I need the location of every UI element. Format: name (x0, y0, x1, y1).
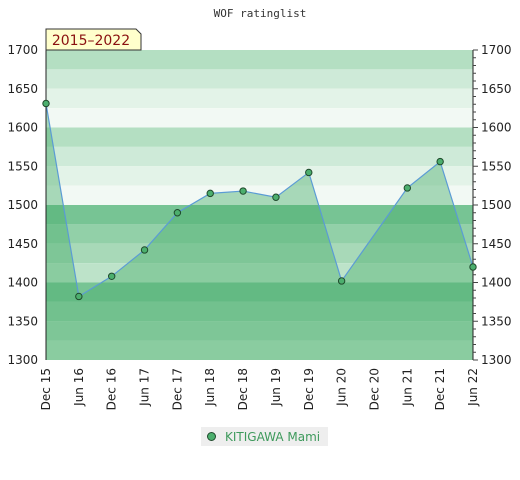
period-badge-box (45, 28, 142, 51)
background-band (46, 166, 473, 186)
x-tick-label: Jun 20 (335, 368, 349, 407)
background-bands (46, 50, 473, 360)
x-tick-label: Jun 21 (400, 368, 414, 407)
data-point (469, 263, 477, 271)
background-band (46, 69, 473, 89)
period-badge: 2015–2022 (45, 28, 142, 51)
y-tick-label-right: 1450 (481, 237, 512, 251)
data-point (272, 193, 280, 201)
y-axis-left-labels: 1300 1350 1400 1450 1500 1550 1600 1650 1700 (7, 43, 38, 367)
data-points (42, 99, 477, 301)
y-axis-right-labels: 1300 1350 1400 1450 1500 1550 1600 1650 1700 (481, 43, 512, 367)
y-tick-label-left: 1700 (7, 43, 38, 57)
period-badge-label: 2015–2022 (52, 33, 130, 49)
background-band (46, 321, 473, 341)
background-band (46, 243, 473, 264)
x-tick-label: Jun 22 (466, 368, 480, 407)
x-tick-label: Jun 18 (203, 368, 217, 407)
y-tick-label-right: 1350 (481, 314, 512, 328)
x-tick-label: Jun 19 (269, 368, 283, 407)
background-band (46, 88, 473, 109)
background-band (46, 205, 473, 225)
background-band (46, 50, 473, 70)
x-tick-label: Dec 18 (236, 368, 250, 410)
data-point (239, 187, 247, 195)
y-tick-label-right: 1650 (481, 82, 512, 96)
data-point (140, 246, 149, 254)
legend: KITIGAWA Mami (201, 427, 329, 446)
background-band (46, 185, 473, 205)
x-tick-label: Dec 17 (170, 368, 184, 410)
x-tick-label: Dec 19 (302, 368, 316, 410)
y-tick-label-left: 1300 (7, 353, 38, 367)
x-axis-labels: Dec 15 Jun 16 Dec 16 Jun 17 Dec 17 Jun 18 Dec … (39, 368, 480, 410)
legend-marker-icon (207, 432, 216, 441)
x-tick-label: Jun 16 (72, 368, 86, 407)
data-point (305, 168, 313, 177)
data-point (403, 184, 412, 192)
background-band (46, 146, 473, 167)
data-point (337, 277, 346, 285)
data-point (75, 292, 83, 301)
data-point (42, 99, 50, 108)
y-tick-label-left: 1600 (7, 121, 38, 135)
x-tick-label: Dec 16 (105, 368, 119, 410)
x-tick-label: Dec 15 (39, 368, 53, 410)
y-tick-label-right: 1550 (481, 159, 512, 173)
x-tick-label: Dec 21 (433, 368, 447, 410)
y-tick-label-left: 1400 (7, 276, 38, 290)
background-band (46, 127, 473, 147)
y-tick-label-left: 1500 (7, 198, 38, 212)
series-area (46, 103, 473, 360)
background-band (46, 340, 473, 360)
y-tick-label-left: 1350 (7, 314, 38, 328)
chart-title: WOF ratinglist (214, 7, 307, 20)
y-tick-label-right: 1600 (481, 121, 512, 135)
background-band (46, 108, 473, 128)
y-tick-label-right: 1300 (481, 353, 512, 367)
y-tick-label-right: 1500 (481, 198, 512, 212)
data-point (206, 189, 214, 198)
x-tick-label: Dec 20 (367, 368, 381, 410)
y-tick-label-left: 1650 (7, 82, 38, 96)
x-tick-label: Jun 17 (138, 368, 152, 407)
background-band (46, 263, 473, 283)
y-tick-label-left: 1550 (7, 159, 38, 173)
y-tick-label-right: 1700 (481, 43, 512, 57)
legend-series-label: KITIGAWA Mami (225, 429, 321, 444)
data-point (107, 272, 116, 280)
y-tick-label-right: 1400 (481, 276, 512, 290)
y-tick-label-left: 1450 (7, 237, 38, 251)
background-band (46, 224, 473, 244)
background-band (46, 301, 473, 322)
data-point (436, 157, 444, 166)
data-point (173, 209, 182, 217)
background-band (46, 282, 473, 302)
